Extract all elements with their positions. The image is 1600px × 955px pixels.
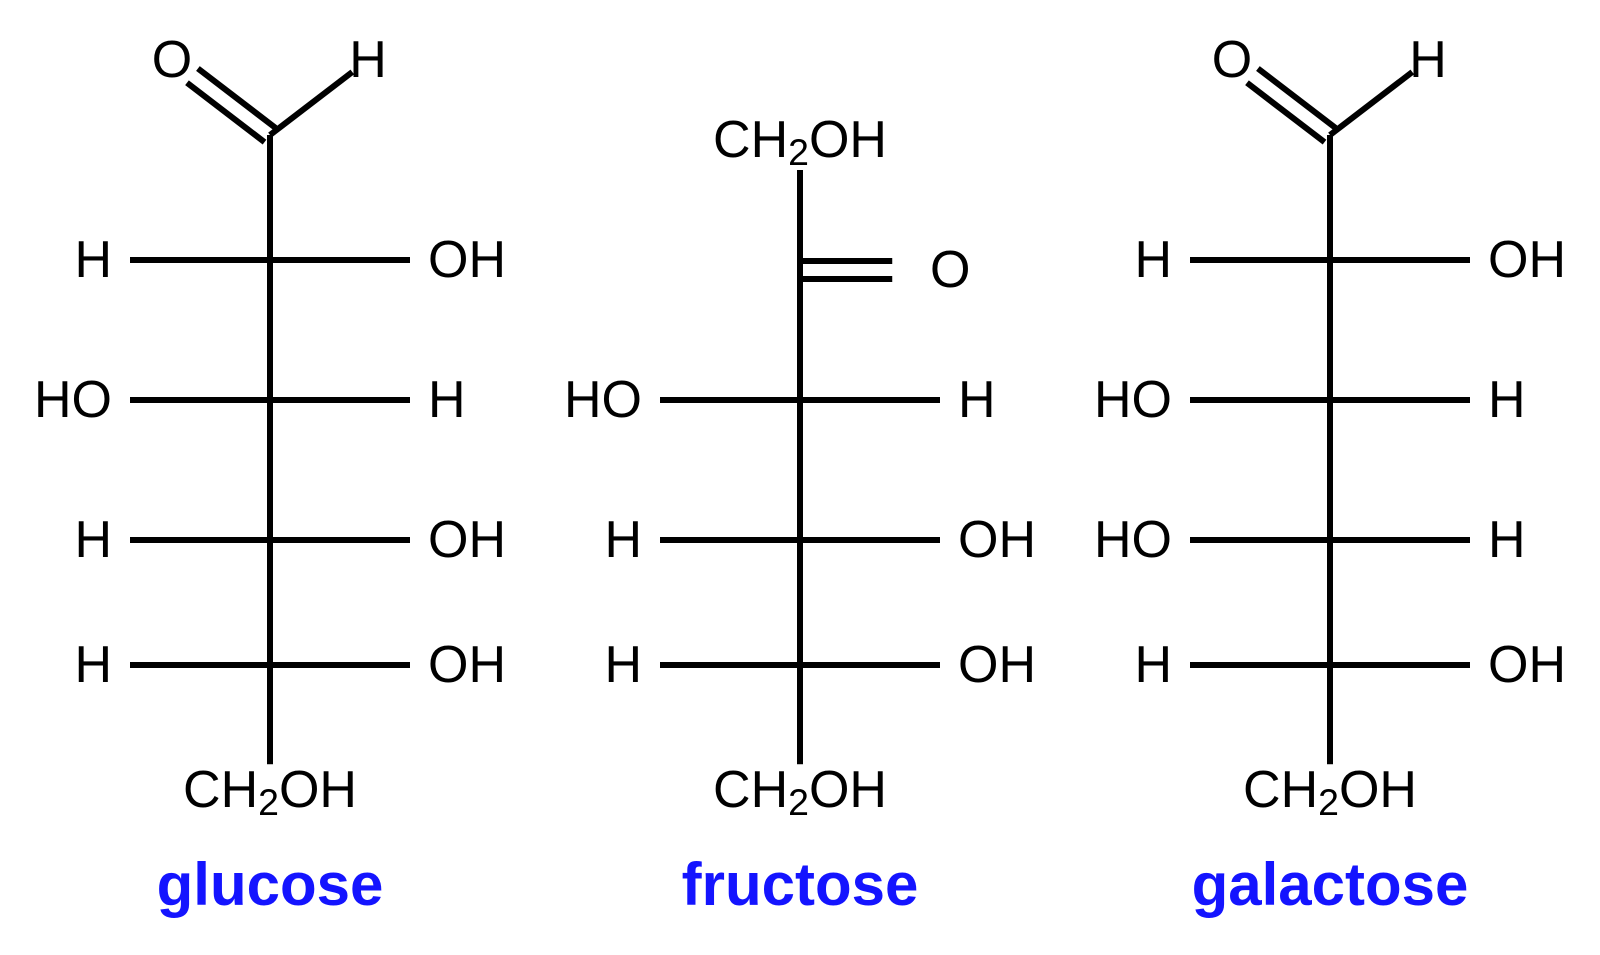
galactose-row-2-left: HO <box>1094 511 1172 569</box>
glucose-aldehyde-O: O <box>152 31 192 89</box>
fructose-ketone-O: O <box>930 241 970 299</box>
glucose-row-1-right: H <box>428 371 466 429</box>
galactose-row-1-right: H <box>1488 371 1526 429</box>
fructose-name: fructose <box>682 851 919 918</box>
glucose-row-2-right: OH <box>428 511 506 569</box>
galactose-ch-bond <box>1330 72 1412 135</box>
glucose-aldehyde-H: H <box>349 31 387 89</box>
fructose-top-ch2oh: CH2OH <box>713 111 887 173</box>
galactose-row-3-left: H <box>1134 636 1172 694</box>
glucose-row-0-right: OH <box>428 231 506 289</box>
fructose-row-0-right: H <box>958 371 996 429</box>
glucose-row-1-left: HO <box>34 371 112 429</box>
fructose-bottom-ch2oh: CH2OH <box>713 761 887 823</box>
galactose-bottom-ch2oh: CH2OH <box>1243 761 1417 823</box>
galactose-row-3-right: OH <box>1488 636 1566 694</box>
fructose-row-1-left: H <box>604 511 642 569</box>
galactose-row-0-right: OH <box>1488 231 1566 289</box>
galactose-name: galactose <box>1192 851 1469 918</box>
glucose-row-3-right: OH <box>428 636 506 694</box>
glucose-row-2-left: H <box>74 511 112 569</box>
molecule-fructose: CH2OHOHOHHOHHOHCH2OHfructose <box>564 111 1036 918</box>
glucose-bottom-ch2oh: CH2OH <box>183 761 357 823</box>
molecule-galactose: OHHOHHOHHOHHOHCH2OHgalactose <box>1094 31 1566 918</box>
glucose-row-3-left: H <box>74 636 112 694</box>
fructose-row-2-left: H <box>604 636 642 694</box>
glucose-row-0-left: H <box>74 231 112 289</box>
galactose-aldehyde-H: H <box>1409 31 1447 89</box>
galactose-row-1-left: HO <box>1094 371 1172 429</box>
galactose-aldehyde-O: O <box>1212 31 1252 89</box>
molecule-glucose: OHHOHHOHHOHHOHCH2OHglucose <box>34 31 506 918</box>
glucose-name: glucose <box>157 851 384 918</box>
glucose-ch-bond <box>270 72 352 135</box>
galactose-row-0-left: H <box>1134 231 1172 289</box>
fructose-row-1-right: OH <box>958 511 1036 569</box>
fructose-row-0-left: HO <box>564 371 642 429</box>
galactose-row-2-right: H <box>1488 511 1526 569</box>
fructose-row-2-right: OH <box>958 636 1036 694</box>
